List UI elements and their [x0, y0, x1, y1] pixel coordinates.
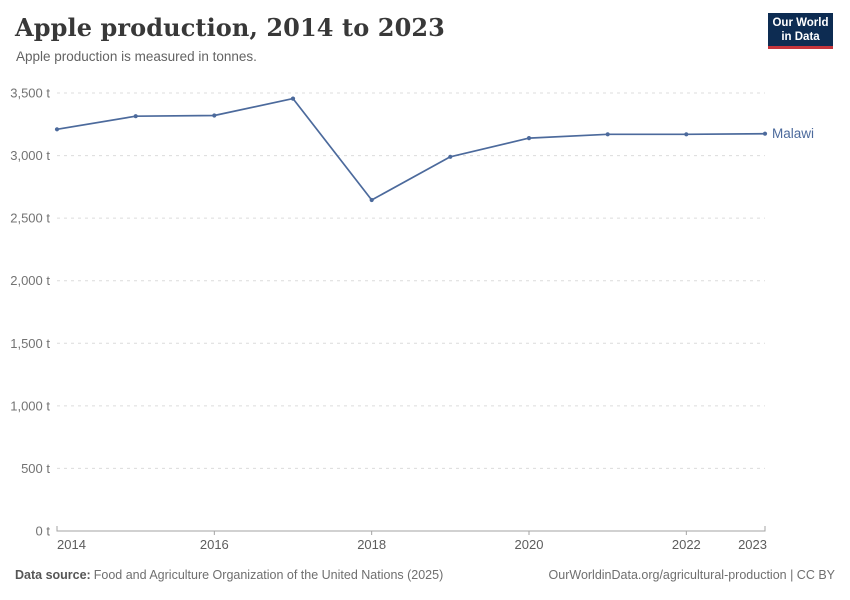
y-tick-label: 1,000 t: [10, 398, 50, 413]
x-tick-label: 2022: [672, 537, 701, 552]
data-source-text: Food and Agriculture Organization of the…: [93, 568, 444, 582]
y-tick-label: 2,500 t: [10, 211, 50, 226]
x-tick-label: 2020: [515, 537, 544, 552]
data-source-label: Data source:: [15, 568, 91, 582]
y-tick-label: 500 t: [21, 461, 50, 476]
data-point-2016[interactable]: [212, 113, 217, 118]
y-tick-label: 3,000 t: [10, 148, 50, 163]
data-point-2017[interactable]: [290, 96, 296, 101]
x-tick-label: 2016: [200, 537, 229, 552]
y-tick-label: 3,500 t: [10, 86, 50, 101]
production-line[interactable]: [56, 97, 766, 201]
x-tick-label: 2014: [57, 537, 86, 552]
x-tick-label: 2018: [357, 537, 386, 552]
data-point-2021[interactable]: [605, 132, 610, 137]
page-title: Apple production, 2014 to 2023: [15, 13, 445, 42]
owid-logo-line2: in Data: [781, 30, 820, 43]
y-tick-label: 0 t: [36, 524, 51, 539]
data-point-2019[interactable]: [448, 154, 453, 159]
entity-label-malawi[interactable]: Malawi: [772, 126, 814, 141]
data-point-2018[interactable]: [369, 197, 374, 203]
data-point-2020[interactable]: [526, 136, 532, 141]
y-tick-label: 1,500 t: [10, 336, 50, 351]
owid-logo[interactable]: Our World in Data: [768, 13, 833, 49]
chart-subtitle: Apple production is measured in tonnes.: [16, 49, 257, 64]
data-point-2023[interactable]: [762, 131, 768, 136]
data-point-2014[interactable]: [54, 127, 60, 132]
x-tick-label: 2023: [738, 537, 767, 552]
owid-logo-line1: Our World: [772, 16, 829, 29]
x-axis-line: [56, 526, 766, 532]
data-source: Data source: Food and Agriculture Organiz…: [15, 568, 443, 582]
footer-link[interactable]: OurWorldinData.org/agricultural-producti…: [548, 568, 835, 582]
data-point-2022[interactable]: [684, 132, 689, 137]
y-tick-label: 2,000 t: [10, 273, 50, 288]
chart-footer: Data source: Food and Agriculture Organiz…: [15, 568, 835, 582]
data-point-2015[interactable]: [133, 114, 138, 119]
